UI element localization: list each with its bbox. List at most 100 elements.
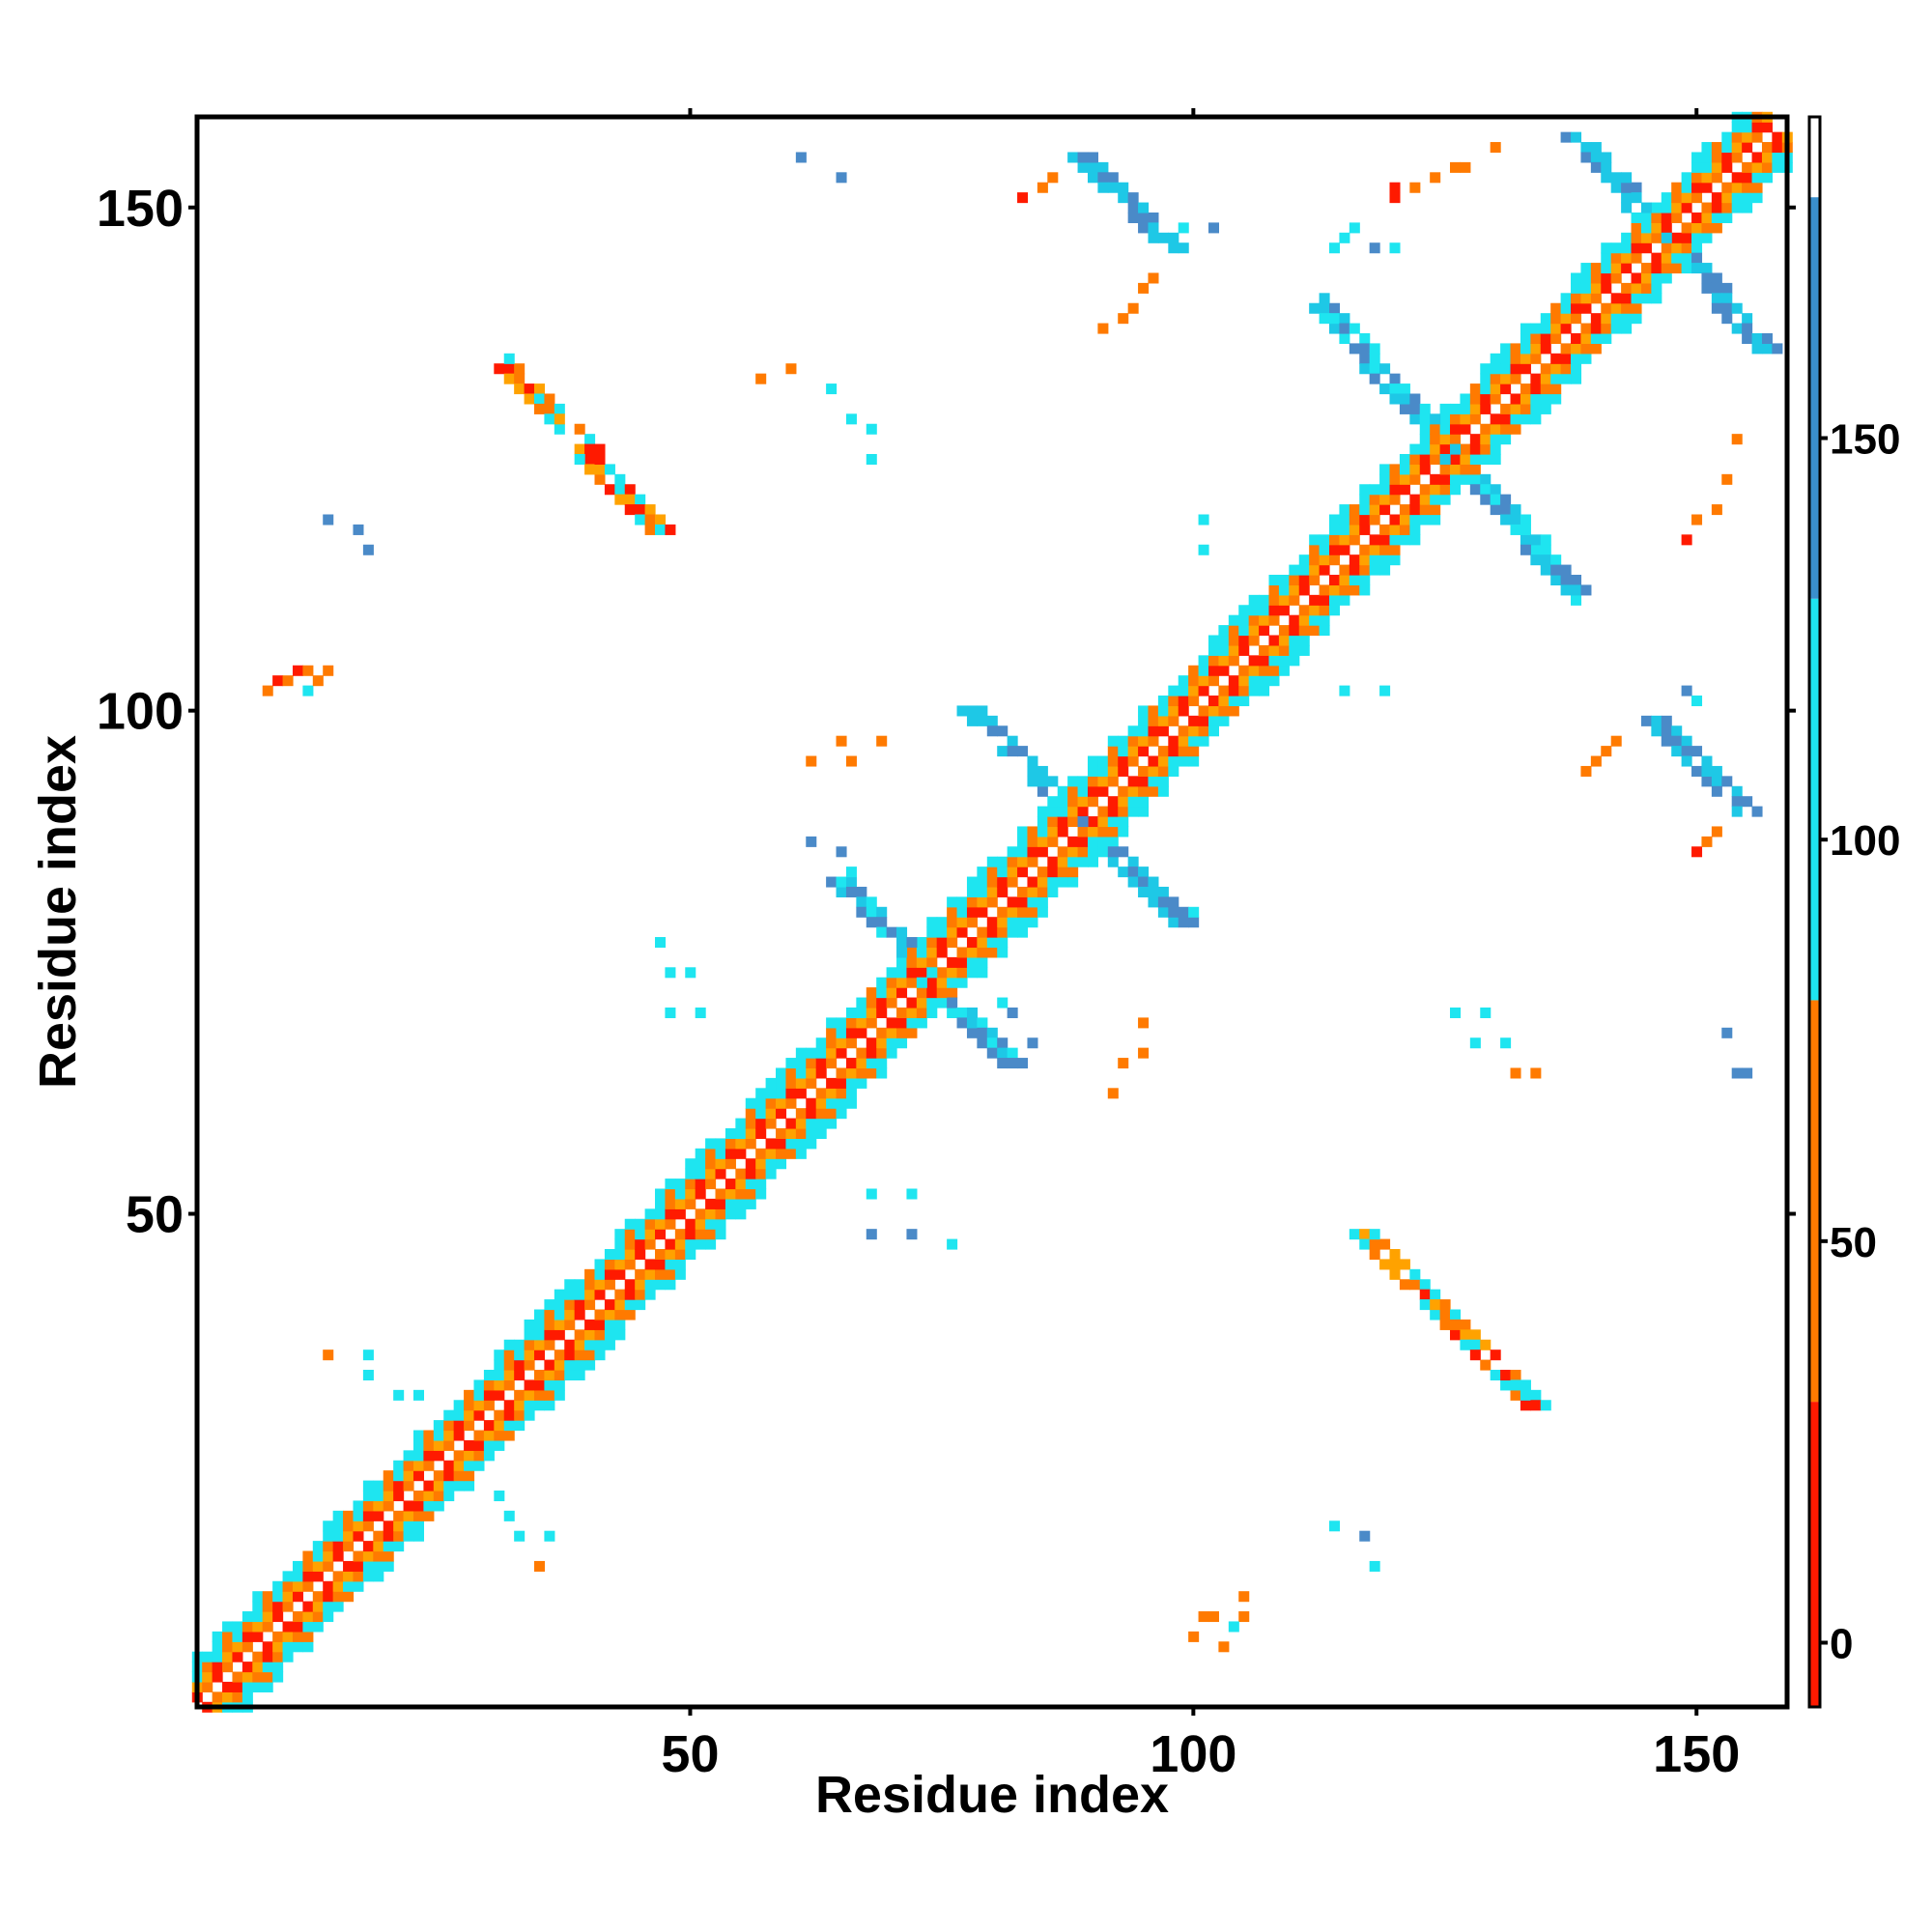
heatmap-cell <box>1328 584 1341 596</box>
colorbar-tick-label: 150 <box>1830 416 1900 464</box>
heatmap-cell <box>1742 122 1753 133</box>
heatmap-cell <box>695 1007 706 1018</box>
heatmap-cell <box>1097 182 1109 193</box>
heatmap-cell <box>1571 272 1582 284</box>
heatmap-cell <box>866 1067 877 1079</box>
heatmap-cell <box>302 1621 314 1633</box>
heatmap-cell <box>412 1450 424 1462</box>
heatmap-cell <box>464 1470 475 1482</box>
heatmap-cell <box>795 152 807 163</box>
heatmap-cell <box>1087 172 1098 184</box>
heatmap-cell <box>383 1500 394 1512</box>
heatmap-cell <box>1278 665 1290 676</box>
heatmap-cell <box>745 1108 756 1120</box>
heatmap-cell <box>644 504 656 516</box>
heatmap-cell <box>906 977 918 988</box>
heatmap-cell <box>373 1500 384 1512</box>
heatmap-cell <box>1450 434 1462 445</box>
heatmap-cell <box>1520 353 1531 364</box>
heatmap-cell <box>1097 755 1109 767</box>
heatmap-cell <box>845 1097 857 1109</box>
heatmap-cell <box>1439 453 1451 466</box>
heatmap-cell <box>1127 202 1139 213</box>
heatmap-cell <box>252 1601 264 1612</box>
heatmap-cell <box>755 1179 767 1190</box>
heatmap-cell <box>1127 746 1139 757</box>
heatmap-cell <box>1520 1400 1531 1411</box>
heatmap-cell <box>1309 614 1321 626</box>
heatmap-cell <box>1067 152 1079 163</box>
heatmap-cell <box>1530 554 1542 566</box>
heatmap-cell <box>1500 1379 1512 1391</box>
heatmap-cell <box>232 1641 243 1653</box>
heatmap-cell <box>1389 484 1401 496</box>
heatmap-cell <box>1087 846 1098 858</box>
heatmap-cell <box>1490 423 1501 435</box>
heatmap-cell <box>1480 373 1492 384</box>
heatmap-cell <box>323 1350 334 1361</box>
heatmap-cell <box>1530 534 1542 546</box>
heatmap-cell <box>1480 1339 1492 1350</box>
heatmap-cell <box>252 1621 264 1633</box>
heatmap-cell <box>876 1037 888 1049</box>
heatmap-cell <box>1339 524 1350 535</box>
heatmap-cell <box>724 1148 736 1159</box>
heatmap-cell <box>1077 856 1089 867</box>
heatmap-cell <box>1490 384 1501 395</box>
heatmap-cell <box>514 1339 526 1350</box>
heatmap-cell <box>383 1491 394 1502</box>
heatmap-cell <box>1409 413 1421 425</box>
heatmap-cell <box>1087 765 1098 777</box>
heatmap-cell <box>1379 363 1391 375</box>
heatmap-cell <box>1631 182 1642 193</box>
heatmap-cell <box>302 665 314 676</box>
heatmap-cell <box>1651 263 1662 274</box>
heatmap-cell <box>1107 826 1119 838</box>
heatmap-cell <box>966 947 978 958</box>
heatmap-cell <box>1228 1621 1239 1633</box>
heatmap-cell <box>785 1118 797 1129</box>
heatmap-cell <box>1590 142 1602 154</box>
heatmap-cell <box>1671 192 1683 204</box>
heatmap-cell <box>494 1370 505 1381</box>
heatmap-cell <box>362 1560 374 1572</box>
heatmap-cell <box>1510 353 1521 364</box>
heatmap-cell <box>1349 504 1360 516</box>
heatmap-cell <box>494 1379 505 1391</box>
heatmap-cell <box>1520 332 1531 344</box>
heatmap-cell <box>1751 131 1763 143</box>
heatmap-cell <box>494 363 505 375</box>
heatmap-cell <box>1238 1591 1250 1603</box>
heatmap-cell <box>1640 202 1652 213</box>
heatmap-cell <box>1751 152 1763 163</box>
heatmap-cell <box>1057 785 1068 797</box>
heatmap-cell <box>1731 172 1743 184</box>
heatmap-cell <box>1601 242 1612 254</box>
heatmap-cell <box>1560 564 1572 576</box>
heatmap-cell <box>635 1218 646 1230</box>
heatmap-cell <box>272 1591 284 1603</box>
heatmap-cell <box>1339 313 1350 325</box>
heatmap-cell <box>715 1198 726 1209</box>
heatmap-cell <box>845 1027 857 1038</box>
heatmap-cell <box>1168 896 1179 908</box>
heatmap-cell <box>1500 1370 1512 1381</box>
heatmap-cell <box>1480 434 1492 445</box>
heatmap-cell <box>1157 776 1169 787</box>
heatmap-cell <box>1138 1017 1150 1029</box>
heatmap-cell <box>323 1520 334 1532</box>
heatmap-cell <box>594 1329 606 1341</box>
heatmap-cell <box>1168 685 1179 696</box>
heatmap-cell <box>1671 212 1683 223</box>
heatmap-cell <box>412 1389 424 1401</box>
heatmap-cell <box>1510 1389 1521 1401</box>
heatmap-cell <box>1399 464 1410 475</box>
heatmap-cell <box>1379 384 1391 395</box>
heatmap-cell <box>966 896 978 908</box>
heatmap-cell <box>1772 343 1783 355</box>
heatmap-cell <box>906 967 918 979</box>
heatmap-cell <box>866 917 877 928</box>
heatmap-cell <box>765 1168 777 1179</box>
heatmap-cell <box>755 1088 767 1099</box>
heatmap-cell <box>1510 363 1521 375</box>
